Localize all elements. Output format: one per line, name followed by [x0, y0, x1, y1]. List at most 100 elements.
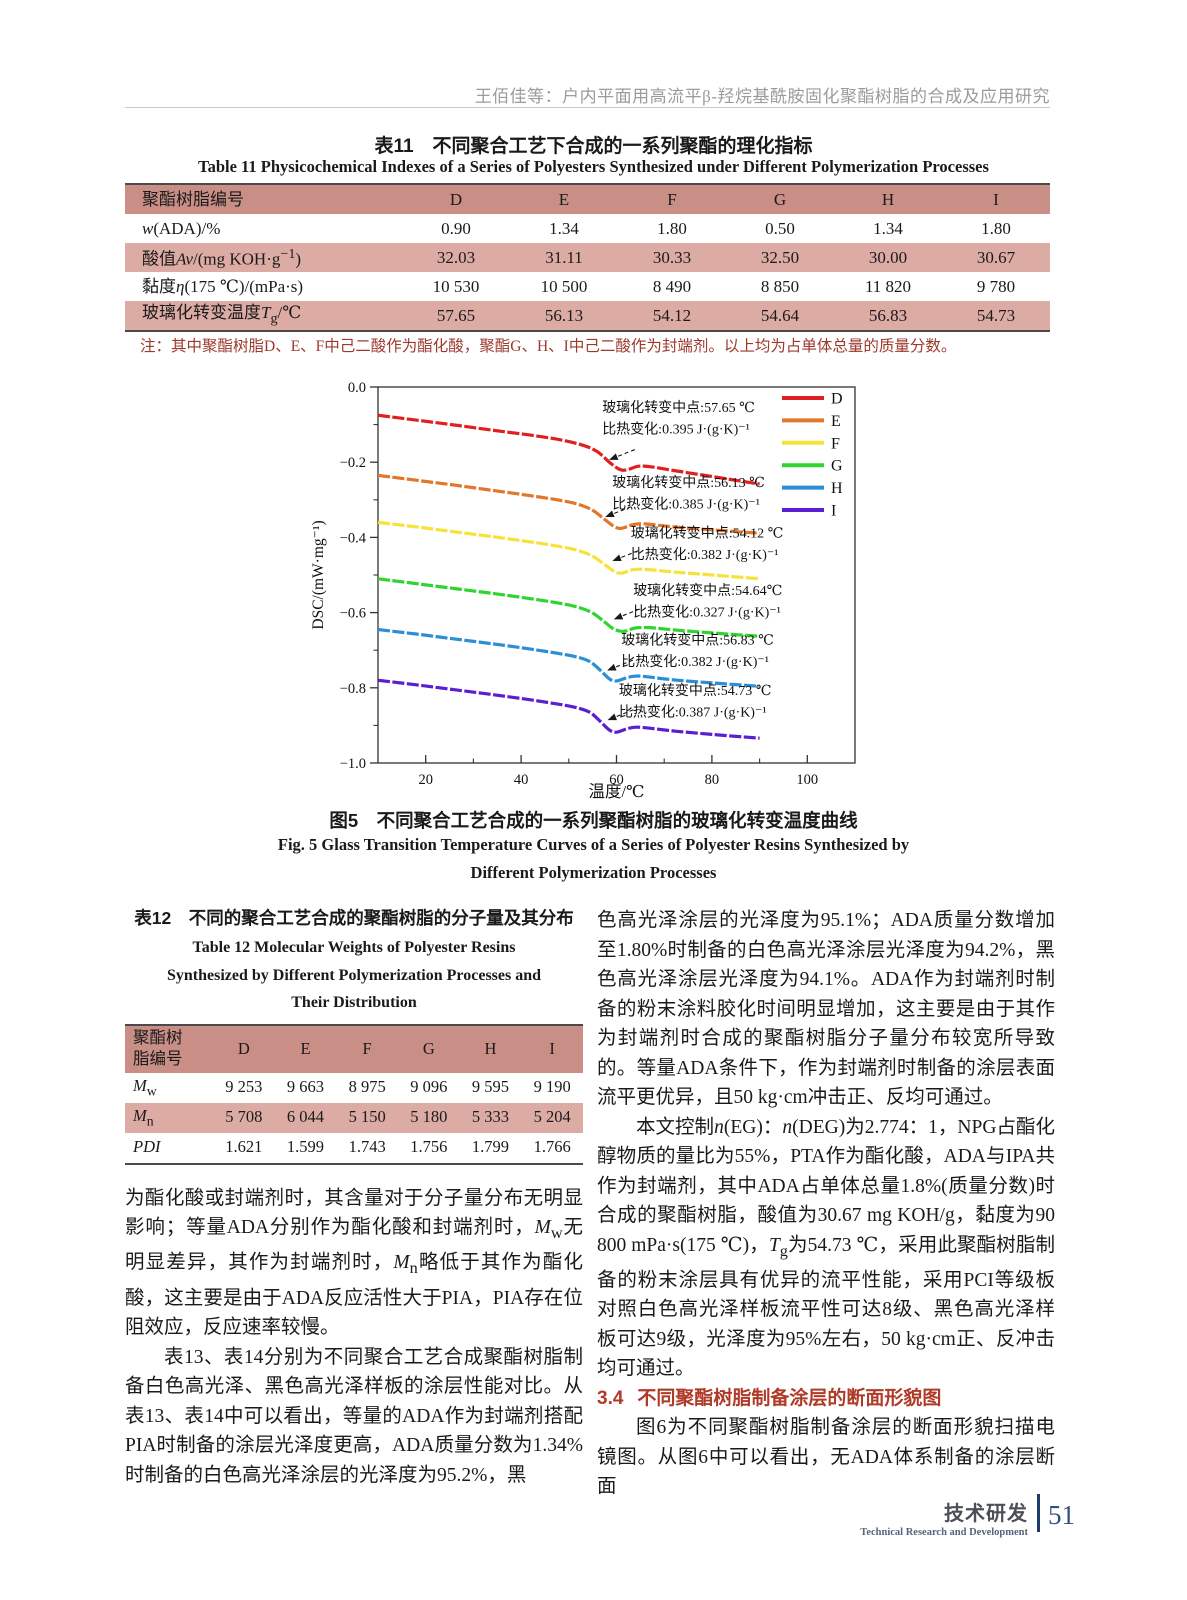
- table-cell: 5 333: [471, 1107, 510, 1127]
- body-paragraph: 表13、表14分别为不同聚合工艺合成聚酯树脂制备白色高光泽、黑色高光泽样板的涂层…: [125, 1346, 583, 1486]
- table-cell: 6 044: [286, 1107, 325, 1127]
- table12-title-en: Table 12 Molecular Weights of Polyester …: [125, 934, 583, 1017]
- annotation-midpoint-G: 玻璃化转变中点:54.64℃: [633, 582, 782, 599]
- table-cell: 9 595: [471, 1077, 510, 1097]
- table-cell: 9 780: [976, 276, 1016, 296]
- footer-divider: [1037, 1494, 1040, 1532]
- table-cell: 54.73: [976, 305, 1016, 325]
- table12-title-en-line3: Their Distribution: [291, 994, 417, 1011]
- table11-title-en: Table 11 Physicochemical Indexes of a Se…: [198, 157, 989, 176]
- table-cell: 8 490: [652, 276, 692, 296]
- dsc-curve-I: [377, 678, 760, 740]
- y-tick-label: −0.6: [340, 606, 366, 622]
- footer-section-en: Technical Research and Development: [860, 1527, 1028, 1538]
- table-cell: 30.67: [976, 247, 1016, 267]
- row-label: Mn: [133, 1105, 154, 1129]
- table-cell: 30.33: [652, 247, 692, 267]
- table-cell: 1.743: [348, 1137, 386, 1157]
- table-row: w(ADA)/% 0.90 1.34 1.80 0.50 1.34 1.80: [125, 214, 1050, 243]
- table12: 聚酯树 脂编号 D E F G H I Mw 9 253 9 663 8 975 9 096 9 595 9…: [125, 1023, 583, 1165]
- table-cell: 54.12: [652, 305, 692, 325]
- row-label: w(ADA)/%: [142, 218, 221, 238]
- dsc-chart-svg: 20 40 60 80 100 0.0 −0.2 −0.4 −0.6 −0.8 −1.0 温度/℃ DS…: [310, 380, 856, 801]
- annotation-midpoint-D: 玻璃化转变中点:57.65 ℃: [602, 399, 755, 416]
- column-header: I: [993, 189, 999, 209]
- x-axis-label: 温度/℃: [588, 782, 644, 801]
- column-header: H: [881, 189, 895, 209]
- table-cell: 5 708: [225, 1107, 263, 1127]
- legend-label-G: G: [831, 458, 843, 475]
- section-heading-3-4: 3.4 不同聚酯树脂制备涂层的断面形貌图: [597, 1384, 1055, 1414]
- header-divider: [125, 107, 1050, 108]
- table-cell: 1.599: [286, 1137, 325, 1157]
- table-header-row: 聚酯树脂编号 D E F G H I: [125, 184, 1050, 214]
- table-cell: 1.799: [471, 1137, 510, 1157]
- column-header: H: [484, 1038, 497, 1058]
- annotation-midpoint-F: 玻璃化转变中点:54.12 ℃: [631, 524, 784, 541]
- table-cell: 56.83: [868, 305, 908, 325]
- section-number: 3.4: [597, 1387, 624, 1409]
- table11-title-cn: 表11 不同聚合工艺下合成的一系列聚酯的理化指标: [374, 136, 813, 157]
- table-cell: 30.00: [868, 247, 908, 267]
- y-tick-label: −0.2: [340, 455, 366, 471]
- column-header: 聚酯树脂编号: [142, 189, 244, 209]
- column-header: D: [449, 189, 463, 209]
- column-header: 聚酯树脂编号: [133, 1028, 183, 1068]
- table-cell: 11 820: [864, 276, 912, 296]
- column-header: G: [422, 1038, 435, 1058]
- annotation-arrow-H: [607, 659, 634, 671]
- y-tick-label: −0.8: [340, 681, 366, 697]
- left-column: 表12 不同的聚合工艺合成的聚酯树脂的分子量及其分布 Table 12 Mole…: [125, 905, 583, 1490]
- annotation-deltacp-H: 比热变化:0.382 J·(g·K)⁻¹: [621, 654, 769, 670]
- column-header: G: [773, 189, 787, 209]
- table12-title-cn: 表12 不同的聚合工艺合成的聚酯树脂的分子量及其分布: [134, 908, 574, 928]
- y-tick-label: 0.0: [348, 380, 366, 396]
- footer-section-cn: 技术研发: [944, 1503, 1028, 1525]
- x-tick-label: 20: [418, 772, 433, 788]
- table-cell: 9 096: [410, 1077, 448, 1097]
- row-label: PDI: [133, 1137, 161, 1157]
- column-header: I: [549, 1038, 555, 1058]
- table-cell: 31.11: [545, 247, 583, 267]
- annotation-midpoint-H: 玻璃化转变中点:56.83 ℃: [621, 632, 774, 649]
- legend-label-I: I: [831, 503, 836, 520]
- column-header: F: [362, 1038, 372, 1058]
- legend-label-F: F: [831, 435, 840, 452]
- y-tick-label: −0.4: [340, 530, 367, 546]
- body-paragraph: 图6为不同聚酯树脂制备涂层的断面形貌扫描电镜图。从图6中可以看出，无ADA体系制…: [597, 1417, 1055, 1498]
- table-cell: 9 253: [225, 1077, 263, 1097]
- table-cell: 1.80: [657, 218, 687, 238]
- row-label: Mw: [133, 1075, 157, 1099]
- figure5-caption-en-line1: Fig. 5 Glass Transition Temperature Curv…: [277, 835, 910, 854]
- annotation-midpoint-I: 玻璃化转变中点:54.73 ℃: [619, 682, 772, 699]
- table-cell: 0.50: [765, 218, 795, 238]
- table-cell: 0.90: [441, 218, 471, 238]
- table-cell: 10 530: [432, 276, 480, 296]
- y-tick-label: −1.0: [340, 756, 366, 772]
- table-cell: 1.34: [873, 218, 903, 238]
- annotation-arrow-G: [613, 608, 640, 620]
- column-header: E: [558, 189, 570, 209]
- legend-label-E: E: [831, 413, 841, 430]
- table-cell: 8 850: [760, 276, 800, 296]
- table-cell: 56.13: [544, 305, 584, 325]
- table12-title-en-line2: Synthesized by Different Polymerization …: [166, 966, 542, 984]
- table-row: 酸值Av/(mg KOH·g−1) 32.03 31.11 30.33 32.50 30.…: [125, 243, 1050, 272]
- figure5-caption-en-line2: Different Polymerization Processes: [470, 863, 717, 882]
- body-paragraph: 为酯化酸或封端剂时，其含量对于分子量分布无明显影响；等量ADA分别作为酯化酸和封…: [125, 1187, 583, 1339]
- table-cell: 54.64: [760, 305, 800, 325]
- dsc-curve-F: [377, 520, 760, 581]
- right-column: 色高光泽涂层的光泽度为95.1%；ADA质量分数增加至1.80%时制备的白色高光…: [597, 906, 1055, 1502]
- figure5-caption-cn: 图5 不同聚合工艺合成的一系列聚酯树脂的玻璃化转变温度曲线: [329, 810, 858, 831]
- table12-title-en-line1: Table 12 Molecular Weights of Polyester …: [192, 939, 516, 956]
- footer-section-labels: 技术研发 Technical Research and Development: [860, 1494, 1028, 1538]
- table-cell: 5 180: [410, 1107, 448, 1127]
- table-header-row: 聚酯树脂编号 D E F G H I: [125, 1024, 583, 1073]
- dsc-curve-G: [377, 577, 760, 638]
- row-label: 酸值Av/(mg KOH·g−1): [142, 245, 302, 269]
- table-cell: 8 975: [348, 1077, 386, 1097]
- dsc-curve-D: [377, 413, 760, 486]
- body-paragraph: 色高光泽涂层的光泽度为95.1%；ADA质量分数增加至1.80%时制备的白色高光…: [597, 910, 1055, 1108]
